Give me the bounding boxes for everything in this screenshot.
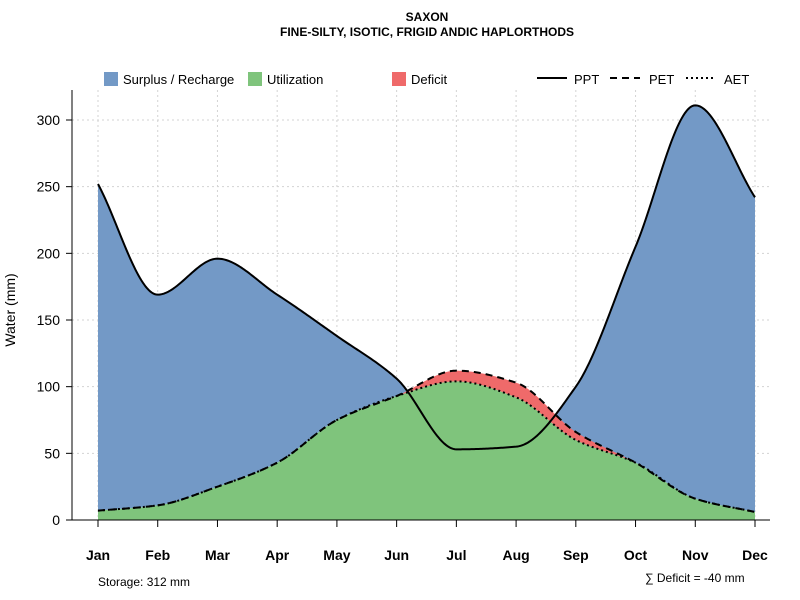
y-tick-label-100: 100 bbox=[37, 379, 61, 395]
x-tick-label-mar: Mar bbox=[205, 547, 230, 563]
x-tick-label-sep: Sep bbox=[563, 547, 589, 563]
legend-label-surplus: Surplus / Recharge bbox=[123, 72, 234, 87]
x-ticks: Jan Feb Mar Apr May Jun Jul Aug Sep Oct Nov Dec bbox=[86, 520, 768, 563]
y-tick-label-50: 50 bbox=[44, 445, 60, 461]
chart-title: SAXON bbox=[406, 10, 449, 24]
y-ticks: 0 50 100 150 200 250 300 bbox=[37, 112, 72, 528]
deficit-note: ∑ Deficit = -40 mm bbox=[645, 571, 745, 585]
axes bbox=[71, 90, 770, 521]
x-tick-label-jun: Jun bbox=[384, 547, 409, 563]
legend-label-aet: AET bbox=[724, 72, 749, 87]
x-tick-label-feb: Feb bbox=[145, 547, 170, 563]
series-lines bbox=[97, 104, 756, 513]
surplus-area bbox=[98, 105, 755, 512]
x-tick-label-aug: Aug bbox=[502, 547, 529, 563]
y-tick-label-0: 0 bbox=[52, 512, 60, 528]
legend-label-deficit: Deficit bbox=[411, 72, 448, 87]
areas bbox=[98, 105, 755, 520]
x-tick-label-jan: Jan bbox=[86, 547, 110, 563]
legend-label-ppt: PPT bbox=[574, 72, 599, 87]
y-tick-label-200: 200 bbox=[37, 245, 61, 261]
utilization-area bbox=[98, 381, 755, 520]
storage-note: Storage: 312 mm bbox=[98, 575, 190, 589]
x-tick-label-jul: Jul bbox=[446, 547, 466, 563]
legend-swatch-deficit bbox=[392, 72, 406, 86]
legend-swatch-surplus bbox=[104, 72, 118, 86]
legend: Surplus / Recharge Utilization Deficit P… bbox=[104, 72, 749, 87]
x-tick-label-may: May bbox=[323, 547, 350, 563]
aet-line bbox=[97, 380, 756, 513]
y-tick-label-300: 300 bbox=[37, 112, 61, 128]
legend-swatch-utilization bbox=[248, 72, 262, 86]
x-tick-label-dec: Dec bbox=[742, 547, 768, 563]
legend-label-utilization: Utilization bbox=[267, 72, 323, 87]
pet-line bbox=[97, 369, 756, 513]
y-tick-label-150: 150 bbox=[37, 312, 61, 328]
chart-subtitle: FINE-SILTY, ISOTIC, FRIGID ANDIC HAPLORT… bbox=[280, 25, 574, 39]
y-tick-label-250: 250 bbox=[37, 179, 61, 195]
y-axis-title: Water (mm) bbox=[2, 273, 18, 346]
x-tick-label-apr: Apr bbox=[265, 547, 290, 563]
ppt-line bbox=[97, 104, 756, 451]
x-tick-label-nov: Nov bbox=[682, 547, 709, 563]
x-tick-label-oct: Oct bbox=[624, 547, 648, 563]
legend-label-pet: PET bbox=[649, 72, 674, 87]
